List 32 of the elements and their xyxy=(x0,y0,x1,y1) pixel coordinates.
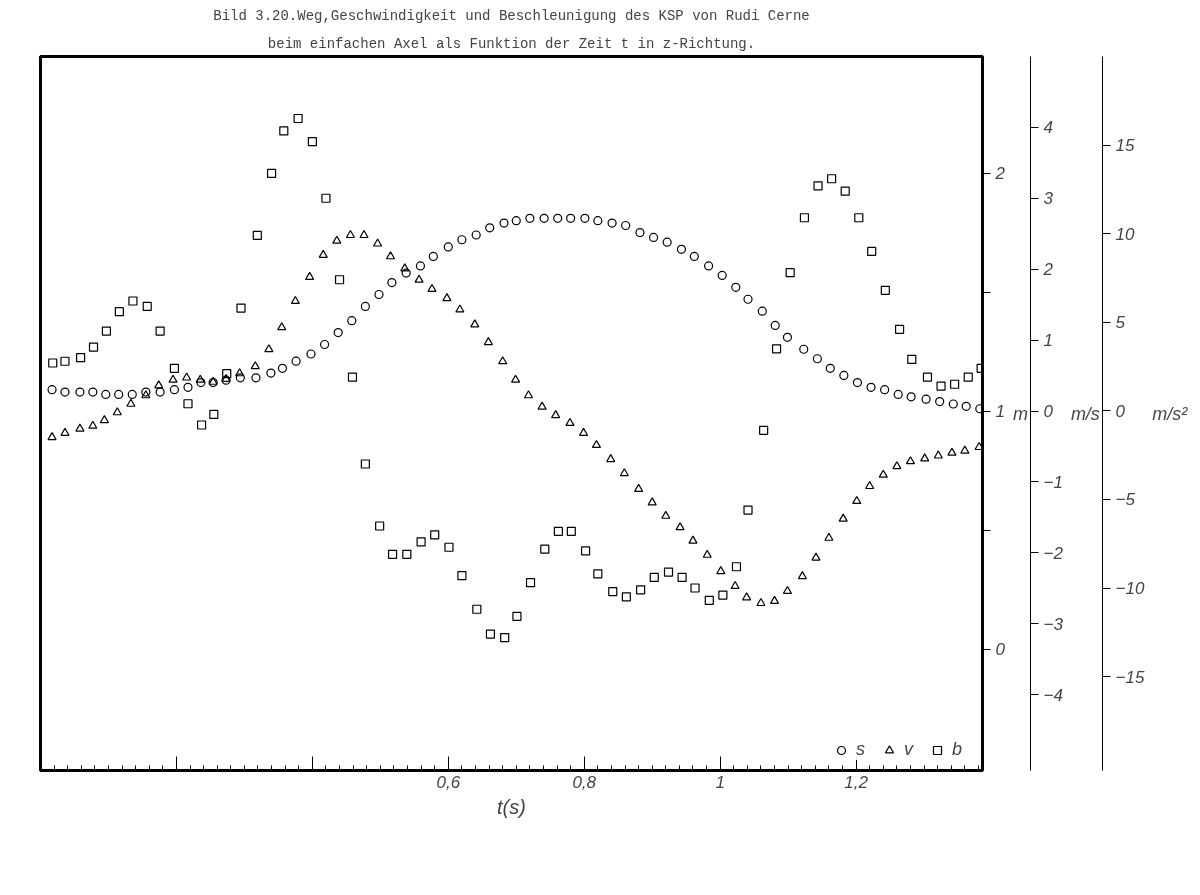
y2-axis-title: m/s xyxy=(1070,403,1100,424)
x-tick-label: 0,8 xyxy=(572,772,597,792)
y3-tick-label: 5 xyxy=(1115,313,1126,333)
legend-label: v xyxy=(904,739,915,760)
y3-tick-label: −15 xyxy=(1115,667,1145,687)
y3-tick-label: 10 xyxy=(1115,224,1135,244)
y2-tick-label: 3 xyxy=(1043,189,1054,209)
y2-tick-label: −3 xyxy=(1043,614,1064,634)
legend-label: s xyxy=(856,739,866,760)
y-tick-label: 0 xyxy=(995,640,1006,660)
y3-tick-label: 0 xyxy=(1115,401,1126,421)
x-tick-label: 0,6 xyxy=(436,772,461,792)
chart-title: Bild 3.20.Weg,Geschwindigkeit und Beschleunigung des KSP von Rudi Cerne xyxy=(213,7,810,24)
y3-tick-label: −5 xyxy=(1115,490,1136,510)
x-tick-label: 1 xyxy=(715,772,725,792)
y-axis-title: m xyxy=(1012,403,1028,424)
chart-subtitle: beim einfachen Axel als Funktion der Zeit t in z-Richtung. xyxy=(267,35,756,52)
y2-tick-label: 2 xyxy=(1042,260,1054,280)
y-tick-label: 1 xyxy=(995,402,1005,422)
y3-tick-label: 15 xyxy=(1115,136,1135,156)
y3-axis-title: m/s² xyxy=(1152,403,1189,424)
y2-tick-label: −1 xyxy=(1043,472,1063,492)
legend-label: b xyxy=(952,739,963,760)
y-tick-label: 2 xyxy=(994,164,1006,184)
y3-tick-label: −10 xyxy=(1115,579,1145,599)
y2-tick-label: 1 xyxy=(1043,331,1053,351)
x-tick-label: 1,2 xyxy=(844,772,869,792)
y2-tick-label: 4 xyxy=(1043,118,1053,138)
y2-tick-label: 0 xyxy=(1043,402,1054,422)
y2-tick-label: −2 xyxy=(1043,543,1064,563)
x-axis-title: t(s) xyxy=(497,795,526,818)
y2-tick-label: −4 xyxy=(1043,685,1063,705)
